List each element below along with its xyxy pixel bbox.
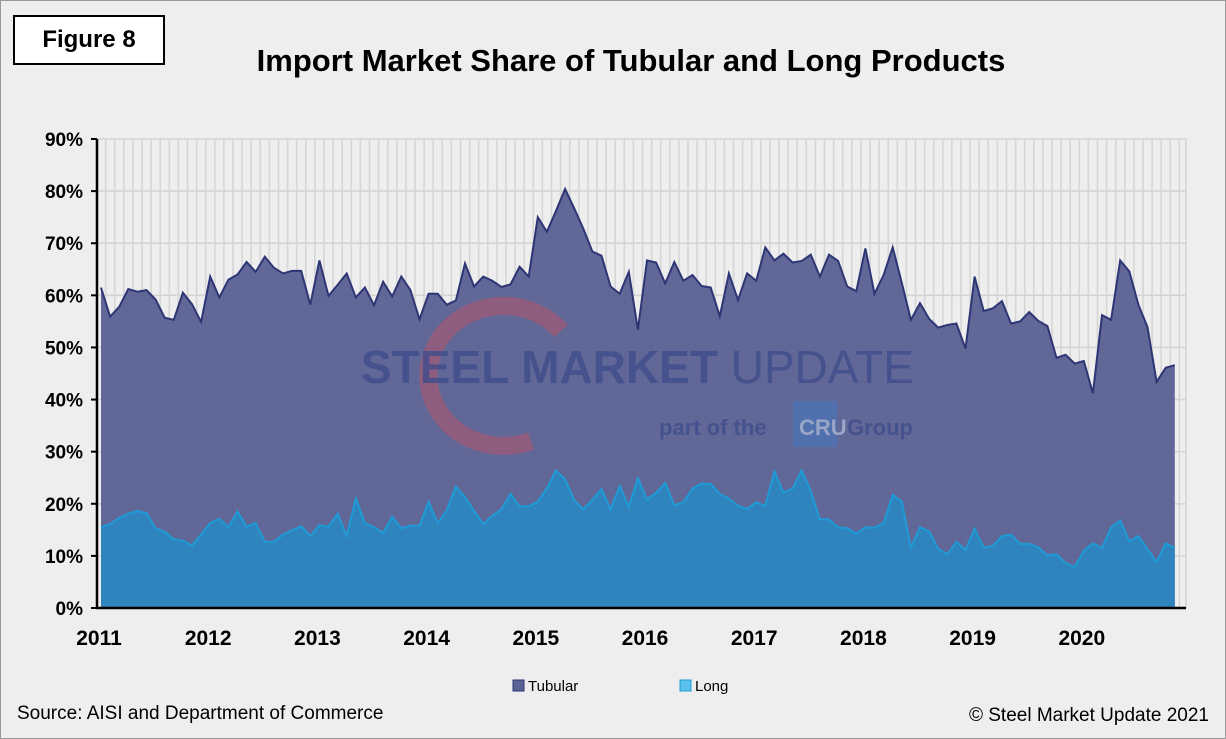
legend-swatch-long (679, 679, 692, 692)
legend-label-long: Long (695, 678, 728, 695)
watermark-badge-box (793, 401, 837, 447)
axes: 0% 10% 20% 30% 40% 50% 60% 70% 80% 90% 2011 2012 201… (45, 130, 1186, 650)
y-tick-label: 30% (45, 443, 83, 464)
watermark-group: Group (847, 415, 913, 440)
x-tick-label: 2017 (731, 627, 778, 650)
y-tick-label: 60% (45, 286, 83, 307)
legend-swatch-tubular (512, 679, 525, 692)
x-tick-label: 2016 (622, 627, 669, 650)
y-tick-label: 50% (45, 338, 83, 359)
area-tubular (101, 189, 1175, 608)
legend: Tubular Long (512, 678, 728, 695)
y-tick-label: 20% (45, 495, 83, 516)
watermark-swoosh (419, 296, 568, 455)
y-tick-label: 40% (45, 391, 83, 412)
x-tick-label: 2018 (840, 627, 887, 650)
watermark-logo: STEEL MARKET UPDATE part of the CRU Grou… (361, 296, 914, 455)
x-tick-label: 2014 (403, 627, 450, 650)
area-long (101, 470, 1175, 608)
y-tick-label: 0% (56, 599, 84, 620)
figure-label: Figure 8 (13, 15, 165, 65)
x-tick-label: 2019 (949, 627, 996, 650)
y-tick-label: 80% (45, 182, 83, 203)
watermark-subtitle: part of the (659, 415, 767, 440)
y-tick-label: 70% (45, 234, 83, 255)
source-note: Source: AISI and Department of Commerce (17, 703, 384, 724)
watermark-text: STEEL MARKET (361, 341, 718, 393)
copyright-note: © Steel Market Update 2021 (968, 705, 1209, 726)
x-tick-label: 2020 (1058, 627, 1105, 650)
x-tick-label: 2013 (294, 627, 341, 650)
y-tick-label: 90% (45, 130, 83, 151)
legend-label-tubular: Tubular (528, 678, 578, 695)
series-areas (100, 186, 1176, 608)
x-tick-label: 2012 (185, 627, 232, 650)
watermark-badge: CRU (799, 415, 847, 440)
watermark-text-update: UPDATE (718, 341, 914, 393)
x-tick-label: 2011 (76, 627, 122, 650)
x-tick-label: 2015 (512, 627, 559, 650)
y-tick-label: 10% (45, 547, 83, 568)
chart-title: Import Market Share of Tubular and Long … (256, 43, 1006, 78)
watermark-title: STEEL MARKET UPDATE (361, 341, 914, 393)
